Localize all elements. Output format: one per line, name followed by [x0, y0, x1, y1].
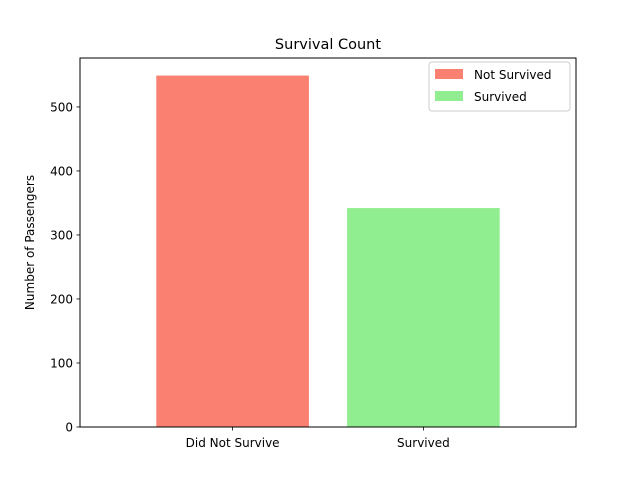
y-tick-label: 500: [50, 100, 73, 114]
legend-frame: [428, 61, 571, 112]
y-tick-label: 300: [50, 228, 73, 242]
bars-group: [156, 75, 500, 428]
y-tick-label: 200: [50, 292, 73, 306]
plot-area-frame: [79, 57, 577, 428]
legend-swatch-survived: [435, 91, 463, 101]
y-tick-label: 400: [50, 164, 73, 178]
bar-did-not-survive: [156, 75, 309, 428]
legend-label-not-survived: Not Survived: [474, 68, 552, 82]
x-tick-label: Did Not Survive: [186, 436, 280, 450]
y-axis-ticks: 0 100 200 300 400 500: [50, 100, 80, 435]
legend-swatch-not-survived: [435, 69, 463, 79]
x-axis-ticks: Did Not Survive Survived: [186, 427, 450, 450]
y-axis-label: Number of Passengers: [23, 175, 37, 310]
legend: Not Survived Survived: [428, 61, 571, 112]
bar-survived: [347, 208, 500, 427]
x-tick-label: Survived: [397, 436, 450, 450]
y-tick-label: 0: [65, 421, 73, 435]
legend-label-survived: Survived: [474, 90, 527, 104]
y-tick-label: 100: [50, 356, 73, 370]
chart-title: Survival Count: [275, 37, 381, 53]
